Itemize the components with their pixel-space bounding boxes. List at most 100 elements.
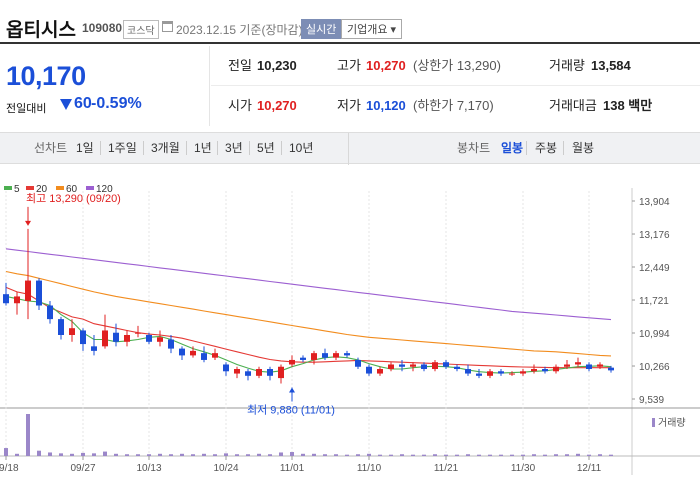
volume-bar <box>543 454 547 456</box>
candle-body <box>377 369 383 374</box>
volume-bar <box>367 453 371 456</box>
volume-bar <box>422 454 426 456</box>
legend-label: 60 <box>66 184 78 195</box>
volume-bar <box>609 454 613 456</box>
x-tick-label: 11/21 <box>434 463 459 474</box>
separator <box>563 141 564 155</box>
candle-body <box>102 330 108 347</box>
candle-weekly[interactable]: 주봉 <box>535 141 558 155</box>
period-1day[interactable]: 1일 <box>76 141 94 155</box>
period-5year[interactable]: 5년 <box>257 141 275 155</box>
period-3year[interactable]: 3년 <box>225 141 243 155</box>
volume-value: 13,584 <box>591 58 631 73</box>
candle-body <box>278 366 284 379</box>
candle-body <box>80 330 86 345</box>
moving-average-ma60 <box>5 270 612 357</box>
volume-bar <box>356 454 360 456</box>
volume-bar <box>125 454 129 456</box>
volume-bar <box>202 453 206 456</box>
company-overview-dropdown[interactable]: 기업개요 ▾ <box>341 19 403 39</box>
open-label: 시가 <box>228 98 252 113</box>
candle-body <box>25 280 31 301</box>
separator <box>143 141 144 155</box>
candlestick-chart[interactable]: 5 20 60 120 13,904 13,176 12,449 11,721 10,994 10… <box>0 180 700 490</box>
y-tick-label: 12,449 <box>639 263 670 274</box>
low-annotation: 최저 9,880 (11/01) <box>247 404 335 417</box>
candle-body <box>531 369 537 372</box>
candle-body <box>410 364 416 367</box>
y-tick-label: 11,721 <box>639 296 669 307</box>
candle-monthly[interactable]: 월봉 <box>572 141 595 155</box>
candle-body <box>289 359 295 365</box>
legend-swatch <box>26 186 34 190</box>
candle-body <box>399 364 405 367</box>
candle-body <box>509 373 515 375</box>
volume-bar <box>169 454 173 456</box>
separator <box>217 141 218 155</box>
candle-body <box>388 364 394 370</box>
calendar-icon <box>162 21 173 32</box>
volume-bar <box>279 452 283 456</box>
volume-bar <box>488 454 492 456</box>
current-price-panel: 10,170 전일대비 60 -0.59% <box>0 46 210 126</box>
volume-bar <box>191 454 195 456</box>
volume-bar <box>158 453 162 456</box>
volume-bar <box>400 454 404 456</box>
volume-bar <box>576 453 580 456</box>
candle-body <box>234 369 240 374</box>
period-3month[interactable]: 3개월 <box>151 141 180 155</box>
y-tick-label: 9,539 <box>639 395 664 406</box>
candle-body <box>454 366 460 370</box>
volume-bar <box>213 454 217 456</box>
volume-bar <box>268 454 272 456</box>
high-arrowhead <box>25 220 31 226</box>
candle-body <box>366 366 372 374</box>
volume-bar <box>301 453 305 456</box>
candle-body <box>267 369 273 376</box>
volume-bar <box>224 453 228 456</box>
volume-bar <box>411 454 415 456</box>
upper-limit: (상한가 13,290) <box>413 58 501 73</box>
legend-swatch <box>4 186 12 190</box>
period-1week[interactable]: 1주일 <box>108 141 137 155</box>
y-tick-label: 10,994 <box>639 329 670 340</box>
candle-body <box>256 369 262 376</box>
period-1year[interactable]: 1년 <box>194 141 212 155</box>
volume-bar <box>565 454 569 456</box>
down-triangle-icon <box>60 99 72 110</box>
stats-row: 시가 10,270 저가 10,120 (하한가 7,170) 거래대금 138… <box>211 86 700 126</box>
high-label: 고가 <box>337 58 361 73</box>
realtime-button[interactable]: 실시간 <box>301 19 342 39</box>
quote-date: 2023.12.15 기준(장마감) <box>176 23 303 37</box>
candle-body <box>190 350 196 356</box>
volume-bar <box>147 454 151 456</box>
candle-body <box>245 371 251 376</box>
volume-bar <box>48 452 52 456</box>
y-tick-label: 13,904 <box>639 197 670 208</box>
volume-bar <box>235 454 239 456</box>
candle-body <box>322 353 328 358</box>
candle-body <box>113 332 119 342</box>
candle-body <box>168 339 174 349</box>
candle-body <box>520 371 526 374</box>
period-10year[interactable]: 10년 <box>289 141 314 155</box>
legend-label: 20 <box>36 184 48 195</box>
candle-body <box>355 359 361 367</box>
high-annotation: 최고 13,290 (09/20) <box>26 192 121 205</box>
candle-body <box>91 346 97 351</box>
separator <box>249 141 250 155</box>
candle-body <box>476 373 482 376</box>
stock-code: 109080 <box>82 21 123 35</box>
candle-body <box>443 362 449 367</box>
volume-bar <box>290 452 294 456</box>
candle-body <box>487 371 493 376</box>
volume-bar <box>257 453 261 456</box>
candle-body <box>58 319 64 335</box>
separator <box>526 141 527 155</box>
line-chart-label: 선차트 <box>34 141 68 155</box>
volume-bar <box>81 452 85 456</box>
candle-daily[interactable]: 일봉 <box>501 141 524 155</box>
low-value: 10,120 <box>366 98 406 113</box>
volume-bar <box>455 454 459 456</box>
volume-bar <box>444 454 448 456</box>
